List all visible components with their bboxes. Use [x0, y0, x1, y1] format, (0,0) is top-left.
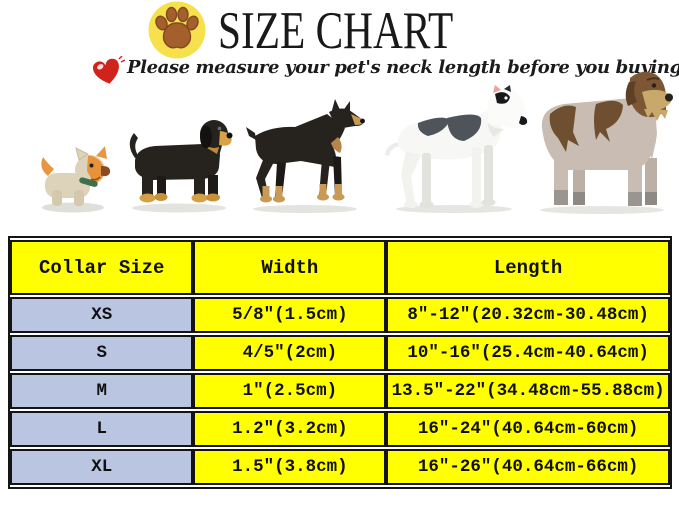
collar-size-cell: L: [10, 411, 194, 447]
notice-text: Please measure your pet's neck length be…: [127, 57, 679, 78]
heart-icon: [92, 56, 125, 84]
column-header-collar-size: Collar Size: [10, 240, 194, 295]
paw-icon: [148, 1, 206, 59]
length-cell: 10"-16"(25.4cm-40.64cm): [386, 335, 670, 371]
width-cell: 1"(2.5cm): [193, 373, 387, 409]
length-cell: 8"-12"(20.32cm-30.48cm): [386, 297, 670, 333]
table-header-row: Collar Size Width Length: [10, 240, 670, 295]
width-cell: 1.2"(3.2cm): [193, 411, 387, 447]
collar-size-cell: S: [10, 335, 194, 371]
bull-terrier-dog-illustration: [385, 85, 528, 213]
table-row-l: L 1.2"(3.2cm) 16"-24"(40.64cm-60cm): [10, 411, 670, 447]
column-header-width: Width: [193, 240, 387, 295]
table-row-s: S 4/5"(2cm) 10"-16"(25.4cm-40.64cm): [10, 335, 670, 371]
table-row-m: M 1"(2.5cm) 13.5"-22"(34.48cm-55.88cm): [10, 373, 670, 409]
length-cell: 13.5"-22"(34.48cm-55.88cm): [386, 373, 670, 409]
table-row-xl: XL 1.5"(3.8cm) 16"-26"(40.64cm-66cm): [10, 449, 670, 485]
collar-size-cell: XS: [10, 297, 194, 333]
width-cell: 1.5"(3.8cm): [193, 449, 387, 485]
length-cell: 16"-26"(40.64cm-66cm): [386, 449, 670, 485]
column-header-length: Length: [386, 240, 670, 295]
dachshund-dog-illustration: [129, 120, 233, 213]
collar-size-cell: XL: [10, 449, 194, 485]
table-row-xs: XS 5/8"(1.5cm) 8"-12"(20.32cm-30.48cm): [10, 297, 670, 333]
doberman-dog-illustration: [246, 99, 365, 213]
length-cell: 16"-24"(40.64cm-60cm): [386, 411, 670, 447]
page-title: SIZE CHART: [218, 2, 454, 60]
width-cell: 5/8"(1.5cm): [193, 297, 387, 333]
width-cell: 4/5"(2cm): [193, 335, 387, 371]
wirehaired-griffon-dog-illustration: [540, 71, 673, 214]
collar-size-cell: M: [10, 373, 194, 409]
size-table: Collar Size Width Length XS 5/8"(1.5cm) …: [8, 236, 672, 489]
small-terrier-dog-illustration: [41, 146, 111, 213]
